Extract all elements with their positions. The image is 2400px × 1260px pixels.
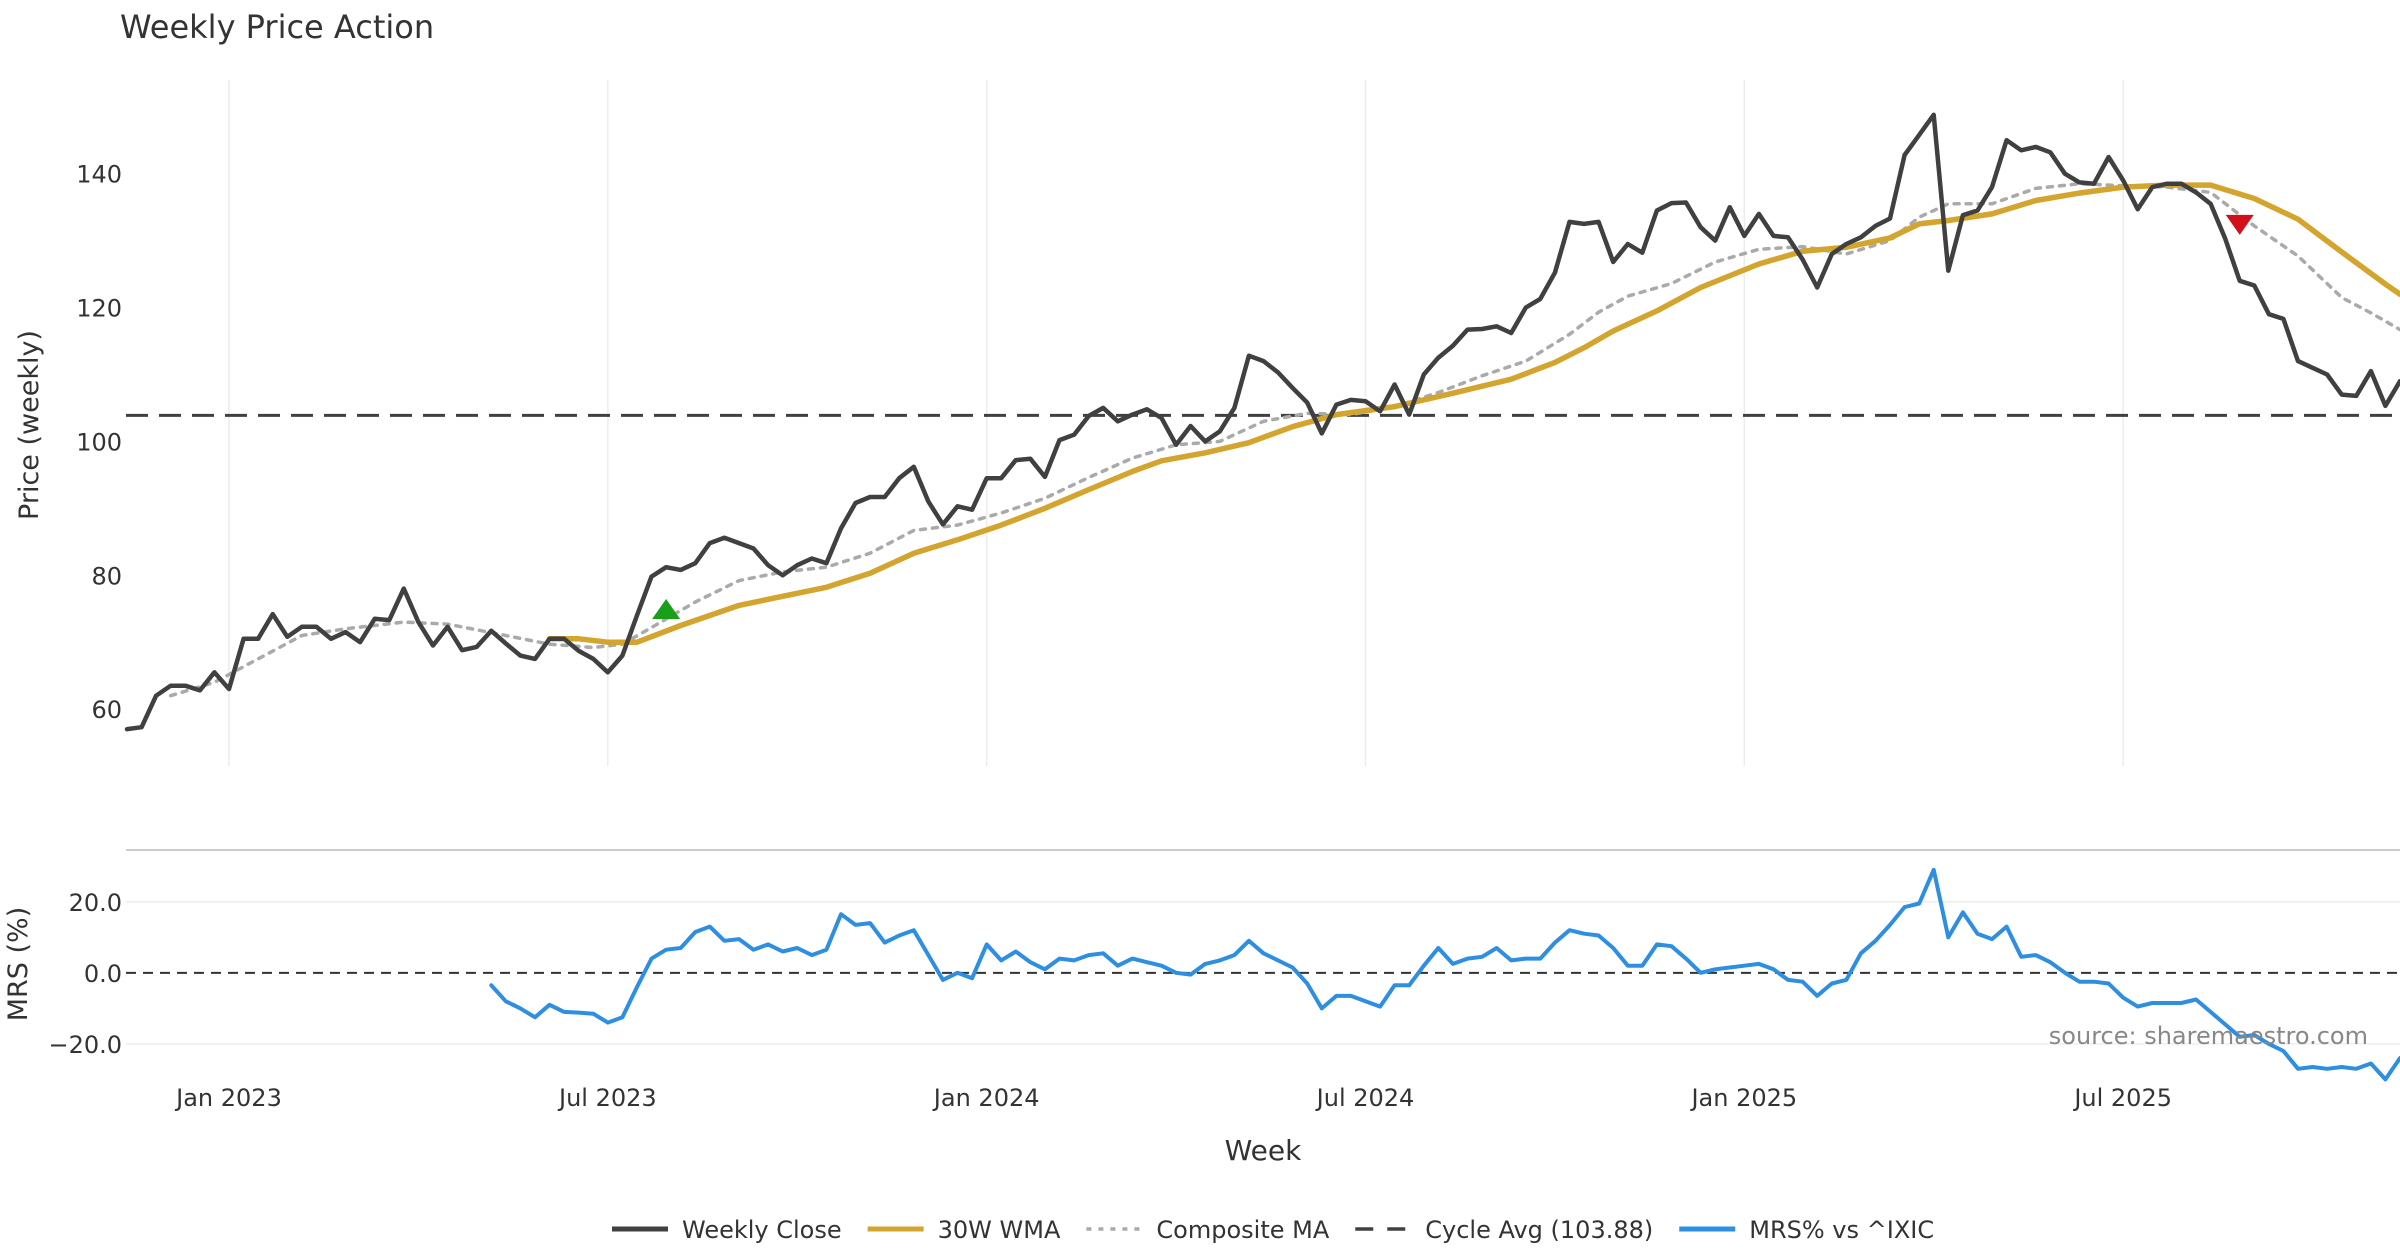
price-grid (228, 80, 2124, 766)
price-y-ticks: 60 80 100 120 140 (76, 161, 122, 724)
mrs-panel: 20.0 0.0 −20.0 MRS (%) source: sharemaestr… (3, 849, 2400, 1167)
30w-wma-line (546, 182, 2400, 645)
price-y-axis-label: Price (weekly) (14, 330, 45, 520)
legend-label: Weekly Close (682, 1216, 842, 1244)
mrs-y-tick-label: 20.0 (69, 889, 122, 917)
legend-label: Composite MA (1156, 1216, 1329, 1244)
legend-item: MRS% vs ^IXIC (1679, 1216, 1934, 1244)
price-y-tick-label: 120 (76, 295, 122, 323)
x-tick-label: Jan 2024 (932, 1084, 1040, 1112)
x-tick-label: Jul 2025 (2072, 1084, 2172, 1112)
x-axis-label: Week (1225, 1134, 1302, 1167)
price-y-tick-label: 80 (91, 562, 122, 590)
mrs-line (489, 867, 2400, 1082)
x-tick-label: Jan 2025 (1689, 1084, 1797, 1112)
composite-ma-line (168, 181, 2400, 698)
mrs-y-axis-label: MRS (%) (3, 907, 34, 1022)
legend-label: MRS% vs ^IXIC (1749, 1216, 1934, 1244)
source-annotation: source: sharemaestro.com (2049, 1022, 2368, 1050)
legend-label: Cycle Avg (103.88) (1425, 1216, 1653, 1244)
price-y-tick-label: 140 (76, 161, 122, 189)
price-series-group (124, 112, 2400, 732)
mrs-y-tick-label: −20.0 (48, 1031, 122, 1059)
buy-signal-marker (652, 599, 681, 620)
legend-label: 30W WMA (938, 1216, 1061, 1244)
sell-signal-marker (2225, 214, 2254, 235)
legend-item: Weekly Close (612, 1216, 842, 1244)
mrs-y-ticks: 20.0 0.0 −20.0 (48, 889, 122, 1059)
mrs-grid (126, 901, 2400, 1045)
mrs-series-group (489, 867, 2400, 1082)
legend-item: Cycle Avg (103.88) (1355, 1216, 1653, 1244)
price-y-tick-label: 60 (91, 696, 122, 724)
mrs-y-tick-label: 0.0 (84, 960, 122, 988)
chart-title: Weekly Price Action (120, 8, 434, 46)
legend: Weekly Close 30W WMA Composite MA Cycle Avg… (612, 1216, 1934, 1244)
weekly-close-line (124, 112, 2400, 732)
legend-item: 30W WMA (867, 1216, 1061, 1244)
x-axis-ticks: Jan 2023 Jul 2023 Jan 2024 Jul 2024 Jan 2025… (174, 1084, 2172, 1112)
signal-markers (652, 214, 2254, 620)
price-y-tick-label: 100 (76, 428, 122, 456)
x-tick-label: Jul 2024 (1315, 1084, 1415, 1112)
price-panel: Weekly Price Action 60 80 100 120 140 Price … (14, 8, 2400, 766)
x-tick-label: Jul 2023 (557, 1084, 657, 1112)
legend-item: Composite MA (1086, 1216, 1330, 1244)
x-tick-label: Jan 2023 (174, 1084, 282, 1112)
